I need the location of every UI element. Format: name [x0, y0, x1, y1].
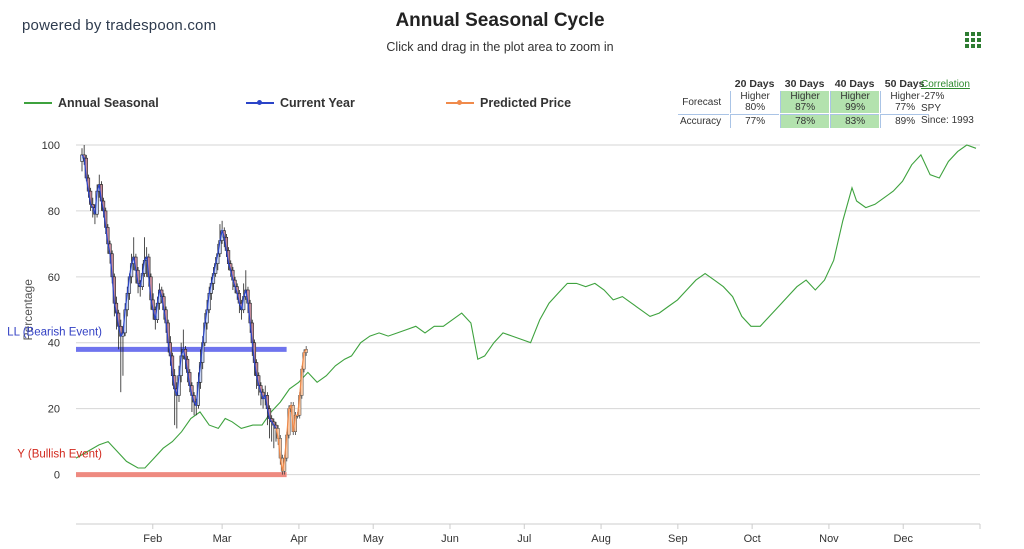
legend-item-current-year[interactable]: Current Year [246, 96, 355, 110]
forecast-cell: Higher 77% [880, 91, 929, 113]
brand-text: powered by tradespoon.com [22, 17, 217, 34]
legend-line-icon [24, 98, 52, 108]
x-tick-label: Aug [591, 533, 611, 545]
x-tick-label: Feb [143, 533, 162, 545]
y-tick-label: 20 [48, 404, 60, 416]
legend-line-icon [446, 98, 474, 108]
accuracy-cell: 77% [730, 114, 780, 128]
forecast-cell: Higher 99% [830, 91, 880, 113]
forecast-header: 20 Days [734, 77, 775, 90]
x-tick-label: Oct [744, 533, 761, 545]
accuracy-cell: 78% [780, 114, 830, 128]
y-tick-label: 60 [48, 272, 60, 284]
forecast-header: 50 Days [884, 77, 925, 90]
y-tick-label: 0 [54, 470, 60, 482]
y-tick-label: 40 [48, 338, 60, 350]
legend-line-icon [246, 98, 274, 108]
chart-subtitle: Click and drag in the plot area to zoom … [386, 40, 614, 54]
y-tick-label: 80 [48, 206, 60, 218]
forecast-header: 30 Days [784, 77, 825, 90]
legend-label: Current Year [280, 96, 355, 110]
x-tick-label: Jul [517, 533, 531, 545]
accuracy-cell: 89% [880, 114, 930, 128]
forecast-header: 40 Days [834, 77, 875, 90]
y-axis-title: Percentage [21, 279, 35, 341]
x-tick-label: Nov [819, 533, 839, 545]
x-tick-label: Jun [441, 533, 459, 545]
series-current-year [81, 154, 277, 429]
accuracy-cell: 83% [830, 114, 880, 128]
row-label: Accuracy [678, 114, 730, 128]
series-predicted-price [275, 348, 307, 472]
legend-item-annual-seasonal[interactable]: Annual Seasonal [24, 96, 159, 110]
correlation-box: Correlation -27% SPY Since: 1993 [921, 79, 974, 127]
forecast-table: 20 Days 30 Days 40 Days 50 Days Forecast… [677, 76, 930, 129]
x-tick-label: May [363, 533, 384, 545]
x-tick-label: Dec [893, 533, 913, 545]
y-tick-label: 100 [42, 140, 60, 152]
legend-item-predicted-price[interactable]: Predicted Price [446, 96, 571, 110]
grid-menu-icon[interactable] [965, 32, 981, 48]
correlation-link[interactable]: Correlation [921, 79, 970, 90]
plot-band-label: Y (Bullish Event) [17, 449, 102, 461]
forecast-cell: Higher 87% [780, 91, 830, 113]
x-tick-label: Mar [213, 533, 232, 545]
forecast-cell: Higher 80% [730, 91, 779, 113]
legend-label: Predicted Price [480, 96, 572, 110]
correlation-symbol: SPY [921, 103, 942, 114]
plot-band-label: LL (Bearish Event) [7, 326, 102, 338]
row-label: Forecast [682, 96, 722, 108]
series-annual-seasonal [75, 144, 977, 469]
x-tick-label: Apr [290, 533, 307, 545]
x-tick-label: Sep [668, 533, 688, 545]
correlation-value: -27% [921, 91, 945, 102]
correlation-since: Since: 1993 [921, 115, 974, 126]
chart-title: Annual Seasonal Cycle [395, 10, 605, 31]
legend-label: Annual Seasonal [58, 96, 159, 110]
